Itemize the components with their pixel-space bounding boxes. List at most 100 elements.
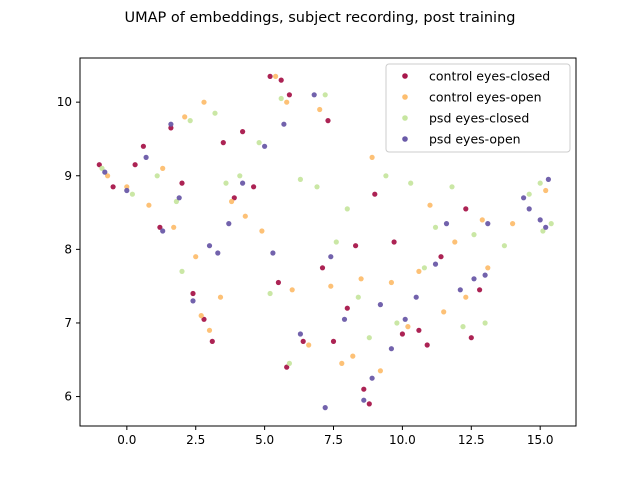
point-series-0-27: [372, 191, 378, 197]
point-series-0-20: [319, 265, 326, 271]
point-series-3-11: [262, 143, 268, 149]
point-series-1-18: [317, 106, 323, 113]
point-series-0-5: [168, 125, 174, 131]
point-series-1-29: [441, 309, 447, 315]
point-series-2-31: [537, 180, 543, 186]
point-series-1-14: [273, 73, 279, 79]
point-series-1-5: [182, 114, 188, 120]
point-series-0-15: [278, 77, 284, 83]
point-series-2-29: [501, 243, 507, 249]
point-series-1-20: [339, 360, 345, 366]
legend-marker: [402, 94, 408, 100]
point-series-3-23: [402, 316, 408, 322]
point-series-2-6: [212, 110, 218, 116]
x-tick-label: 10.0: [389, 433, 416, 447]
point-series-2-1: [129, 191, 135, 197]
point-series-3-25: [432, 261, 439, 267]
point-series-1-12: [242, 213, 248, 219]
point-series-2-33: [540, 228, 546, 234]
point-series-1-11: [229, 198, 235, 205]
point-series-1-6: [193, 254, 199, 260]
point-series-3-7: [206, 243, 213, 249]
point-series-0-28: [391, 239, 397, 245]
point-series-1-13: [259, 228, 265, 234]
point-series-3-29: [482, 272, 488, 278]
x-tick-label: 15.0: [527, 433, 554, 447]
point-series-0-35: [477, 287, 483, 293]
point-series-2-14: [314, 184, 320, 190]
point-series-1-33: [485, 265, 491, 271]
point-series-3-20: [369, 375, 375, 381]
point-series-2-10: [267, 290, 273, 297]
point-series-3-0: [102, 169, 108, 175]
y-axis: 6 7 8 9 10: [57, 95, 80, 404]
point-series-1-19: [328, 283, 334, 289]
point-series-1-4: [171, 224, 177, 230]
point-series-3-15: [311, 92, 317, 98]
point-series-0-24: [353, 243, 359, 249]
point-series-0-33: [463, 206, 469, 212]
point-series-1-28: [427, 202, 433, 208]
point-series-2-3: [173, 198, 179, 205]
point-series-1-17: [306, 342, 312, 348]
point-series-1-10: [217, 294, 224, 300]
point-series-2-17: [344, 206, 350, 212]
legend-label: control eyes-open: [429, 90, 542, 105]
point-series-0-14: [267, 73, 273, 79]
point-series-2-28: [482, 320, 488, 326]
point-series-1-21: [350, 353, 356, 359]
x-tick-label: 7.5: [324, 433, 343, 447]
point-series-3-13: [281, 121, 287, 127]
point-series-0-26: [366, 401, 372, 407]
point-series-3-31: [537, 217, 543, 223]
point-series-0-4: [157, 224, 163, 230]
point-series-1-30: [452, 239, 458, 245]
point-series-3-4: [168, 121, 174, 127]
point-series-0-32: [438, 254, 444, 260]
point-series-0-18: [284, 364, 290, 370]
point-series-2-2: [154, 173, 160, 179]
point-series-1-9: [206, 327, 213, 333]
point-series-0-9: [209, 338, 215, 344]
point-series-3-5: [176, 195, 182, 201]
point-series-3-9: [226, 221, 232, 227]
x-axis: 0.0 2.5 5.0 7.5 10.0 12.5 15.0: [117, 426, 554, 447]
point-series-0-2: [132, 162, 138, 168]
point-series-0-25: [361, 386, 367, 392]
point-series-2-32: [548, 221, 554, 227]
y-tick-label: 7: [64, 316, 72, 330]
point-series-3-28: [471, 276, 477, 282]
point-series-1-8: [201, 99, 207, 105]
point-series-1-32: [479, 217, 485, 223]
point-series-3-32: [543, 224, 549, 230]
point-series-3-6: [190, 298, 196, 304]
point-series-3-27: [457, 287, 463, 293]
point-series-2-16: [333, 239, 339, 245]
point-series-3-17: [328, 254, 334, 260]
point-series-2-21: [394, 320, 400, 326]
point-series-0-6: [179, 180, 185, 186]
x-tick-label: 12.5: [458, 433, 485, 447]
point-series-0-22: [330, 338, 337, 344]
point-series-2-19: [366, 335, 372, 341]
point-series-1-0: [105, 173, 111, 179]
y-tick-label: 6: [64, 390, 72, 404]
point-series-2-20: [383, 173, 389, 179]
point-series-3-21: [377, 302, 383, 308]
point-series-0-1: [110, 184, 116, 190]
point-series-0-34: [468, 335, 474, 341]
point-series-2-24: [432, 224, 439, 230]
point-series-2-7: [223, 180, 229, 186]
point-series-1-22: [358, 276, 364, 282]
y-tick-label: 10: [57, 95, 72, 109]
point-series-1-1: [124, 184, 130, 190]
plot-frame: [79, 57, 577, 427]
points-layer: [96, 73, 554, 411]
point-series-3-1: [124, 187, 130, 194]
point-series-0-17: [275, 279, 281, 286]
point-series-2-18: [355, 294, 361, 300]
legend: control eyes-closed control eyes-open psd …: [385, 63, 571, 153]
point-series-1-7: [198, 313, 204, 319]
point-series-3-35: [485, 221, 491, 227]
